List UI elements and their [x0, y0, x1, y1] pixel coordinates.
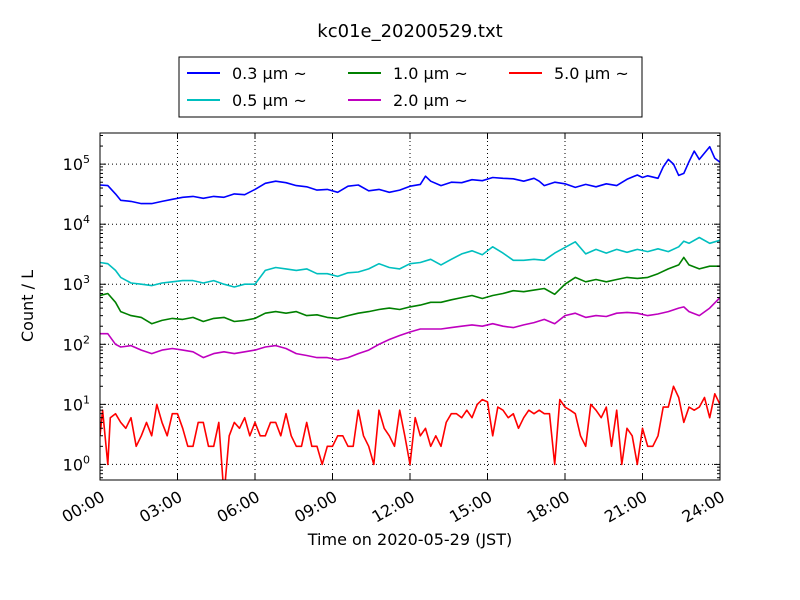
series-line-3 — [100, 296, 720, 361]
y-tick-label: 104 — [63, 213, 90, 234]
legend-label: 5.0 µm ~ — [554, 64, 629, 83]
legend-box — [178, 56, 643, 118]
y-tick-label: 101 — [63, 393, 90, 414]
series-line-4 — [100, 385, 720, 480]
legend-label: 2.0 µm ~ — [393, 91, 468, 110]
x-tick-label: 09:00 — [291, 487, 340, 527]
y-axis-ticks: 100 101 102 103 104 105 — [63, 134, 720, 479]
series-line-0 — [100, 145, 720, 205]
x-tick-label: 15:00 — [446, 487, 495, 527]
plot-lines — [100, 145, 720, 480]
y-tick-label: 102 — [63, 333, 90, 354]
y-tick-label: 105 — [63, 153, 90, 174]
y-tick-label: 103 — [63, 273, 90, 294]
x-tick-label: 24:00 — [679, 487, 728, 527]
series-line-1 — [100, 236, 720, 288]
series-line-2 — [100, 256, 720, 325]
x-tick-label: 00:00 — [59, 487, 108, 527]
legend-label: 0.5 µm ~ — [232, 91, 307, 110]
x-axis-label: Time on 2020-05-29 (JST) — [307, 530, 512, 549]
legend-label: 0.3 µm ~ — [232, 64, 307, 83]
grid — [100, 133, 720, 480]
legend-label: 1.0 µm ~ — [393, 64, 468, 83]
y-axis-label: Count / L — [18, 270, 37, 342]
legend: 0.3 µm ~ 0.5 µm ~ 1.0 µm ~ 2.0 µm ~ 5.0 µm ~ — [178, 56, 643, 118]
x-tick-label: 12:00 — [369, 487, 418, 527]
x-tick-label: 06:00 — [214, 487, 263, 527]
x-tick-label: 21:00 — [601, 487, 650, 527]
chart-title: kc01e_20200529.txt — [317, 21, 502, 42]
x-tick-label: 03:00 — [136, 487, 185, 527]
y-tick-label: 100 — [63, 453, 90, 474]
x-tick-label: 18:00 — [524, 487, 573, 527]
